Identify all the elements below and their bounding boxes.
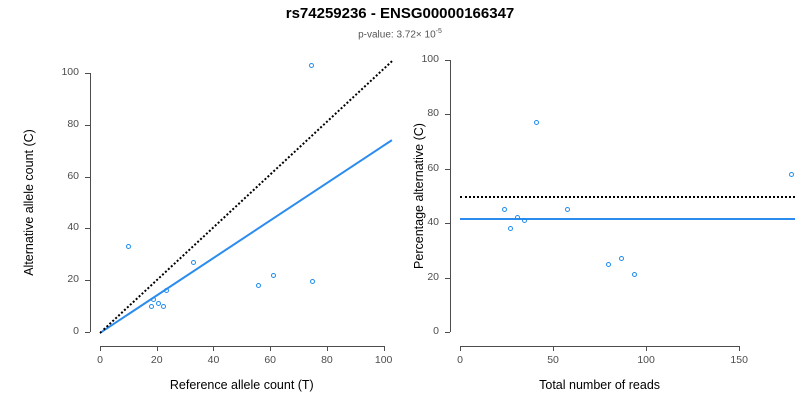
left-data-point <box>308 62 314 68</box>
right-x-ticklabel: 150 <box>730 354 748 366</box>
panel-right-scatter: 0 20 40 60 80 100 0 50 100 150 Total number of rea… <box>390 0 800 400</box>
left-x-axis-line <box>100 346 384 347</box>
left-y-ticklabel: 0 <box>73 325 79 337</box>
left-x-tick <box>213 346 215 351</box>
left-y-tick <box>85 176 90 178</box>
left-x-ticklabel: 60 <box>264 354 277 366</box>
pvalue-text: p-value: 3.72× 10 <box>358 29 436 41</box>
left-data-point <box>125 244 131 249</box>
left-data-point <box>270 272 276 278</box>
left-y-ticklabel: 100 <box>61 65 79 78</box>
right-y-ticklabel: 60 <box>427 161 439 174</box>
left-data-point <box>161 303 167 309</box>
right-y-tick <box>445 60 450 61</box>
right-x-ticklabel: 0 <box>457 354 463 366</box>
left-x-tick <box>383 346 385 351</box>
left-x-tick <box>326 346 328 351</box>
right-y-ticklabel: 40 <box>427 216 439 229</box>
left-data-point <box>151 297 157 303</box>
right-y-axis-title: Percentage alternative (C) <box>412 123 426 269</box>
left-x-ticklabel: 80 <box>321 354 333 366</box>
left-y-tick <box>85 228 90 230</box>
right-data-point <box>502 207 508 213</box>
left-y-axis-line <box>90 72 91 332</box>
left-data-point <box>155 301 161 306</box>
right-y-tick <box>445 168 450 170</box>
right-data-point <box>507 226 513 232</box>
pvalue-subtitle: p-value: 3.72× 10-5 <box>0 28 800 40</box>
left-y-tick <box>85 280 90 282</box>
left-data-point <box>256 282 262 288</box>
right-data-point <box>606 261 612 267</box>
left-x-tick <box>156 346 158 351</box>
right-y-ticklabel: 100 <box>421 53 439 65</box>
left-x-tick <box>270 346 272 351</box>
right-x-tick <box>553 346 555 351</box>
page-title: rs74259236 - ENSG00000166347 <box>285 5 515 22</box>
left-fit-line <box>99 139 393 335</box>
left-data-point <box>164 288 170 294</box>
right-y-tick <box>445 277 450 279</box>
left-data-point <box>310 278 316 284</box>
right-fit-line <box>460 217 795 221</box>
left-data-point <box>148 303 154 309</box>
right-y-ticklabel: 20 <box>427 270 439 283</box>
left-y-tick <box>85 332 90 333</box>
left-y-axis-title: Alternative allele count (C) <box>22 129 36 276</box>
right-x-axis-title: Total number of reads <box>539 378 661 392</box>
pvalue-exponent: -5 <box>435 28 442 35</box>
left-y-tick <box>85 124 90 126</box>
right-y-ticklabel: 0 <box>433 325 439 337</box>
right-x-ticklabel: 100 <box>637 354 655 366</box>
panel-left-scatter: 0 20 40 60 80 100 0 20 40 60 80 100 Reference allele… <box>22 60 393 392</box>
right-x-ticklabel: 50 <box>547 354 559 366</box>
right-data-point <box>632 272 638 278</box>
left-y-tick <box>85 72 90 74</box>
left-x-axis-title: Reference allele count (T) <box>169 378 314 392</box>
right-x-axis-line <box>460 346 740 347</box>
left-x-ticklabel: 20 <box>150 354 163 366</box>
right-y-tick <box>445 114 450 116</box>
right-x-tick <box>739 346 741 351</box>
right-data-point <box>533 120 539 126</box>
right-y-axis-line <box>450 60 451 332</box>
right-y-tick <box>445 223 450 225</box>
right-data-point <box>515 215 521 221</box>
left-x-ticklabel: 40 <box>207 354 220 366</box>
left-y-ticklabel: 20 <box>67 273 79 286</box>
left-x-tick <box>100 346 101 351</box>
left-y-ticklabel: 40 <box>67 221 79 234</box>
right-x-tick <box>646 346 648 351</box>
right-y-ticklabel: 80 <box>427 107 439 120</box>
left-data-point <box>191 259 197 265</box>
right-y-tick <box>445 332 450 333</box>
right-data-point <box>619 256 625 262</box>
right-x-tick <box>460 346 461 351</box>
left-y-ticklabel: 60 <box>67 169 79 182</box>
left-x-ticklabel: 100 <box>374 354 393 366</box>
right-data-point <box>565 207 571 213</box>
left-x-ticklabel: 0 <box>97 354 103 366</box>
left-y-ticklabel: 80 <box>67 117 79 130</box>
left-reference-line <box>99 60 393 334</box>
right-reference-line <box>460 196 795 198</box>
right-data-point <box>788 171 794 177</box>
right-data-point <box>521 217 527 223</box>
